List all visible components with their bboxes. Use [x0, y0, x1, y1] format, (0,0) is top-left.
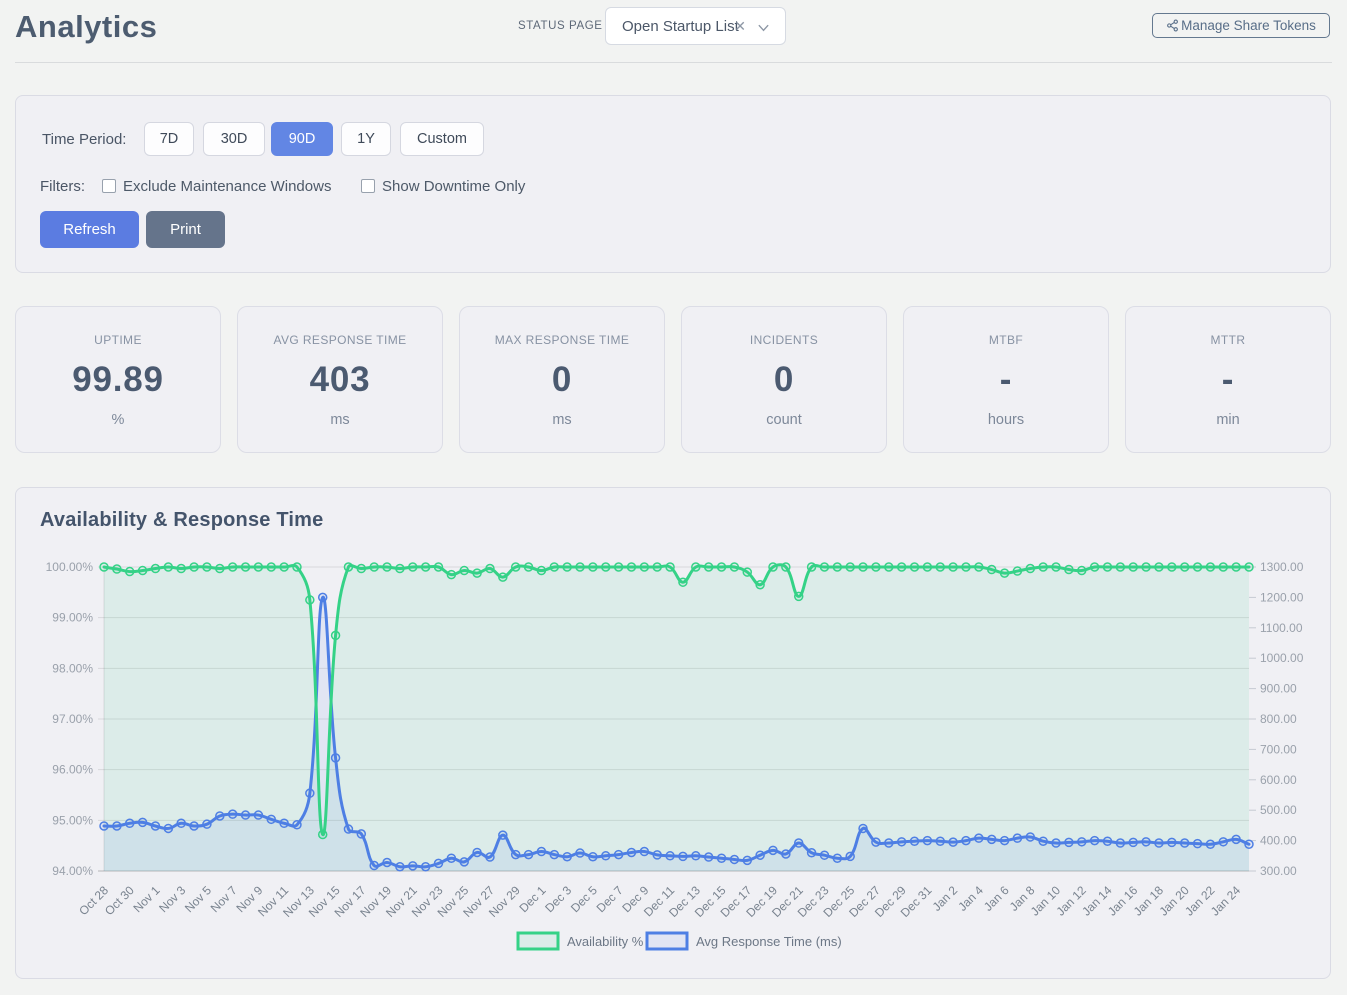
svg-text:Jan 2: Jan 2	[930, 883, 961, 914]
svg-text:95.00%: 95.00%	[52, 813, 93, 827]
svg-text:1200.00: 1200.00	[1260, 590, 1304, 604]
svg-text:99.00%: 99.00%	[52, 611, 93, 625]
svg-text:Dec 1: Dec 1	[516, 883, 548, 915]
svg-text:1000.00: 1000.00	[1260, 651, 1304, 665]
svg-text:97.00%: 97.00%	[52, 712, 93, 726]
svg-text:Dec 5: Dec 5	[568, 883, 600, 915]
svg-text:Nov 1: Nov 1	[131, 883, 163, 915]
svg-text:Avg Response Time (ms): Avg Response Time (ms)	[696, 934, 842, 949]
svg-text:Dec 7: Dec 7	[594, 883, 626, 915]
svg-text:96.00%: 96.00%	[52, 763, 93, 777]
svg-text:Nov 3: Nov 3	[156, 883, 188, 915]
svg-text:500.00: 500.00	[1260, 803, 1297, 817]
svg-text:Oct 30: Oct 30	[102, 883, 137, 918]
svg-text:900.00: 900.00	[1260, 682, 1297, 696]
svg-text:Jan 6: Jan 6	[981, 883, 1012, 914]
svg-text:Nov 7: Nov 7	[208, 883, 240, 915]
svg-text:800.00: 800.00	[1260, 712, 1297, 726]
svg-text:700.00: 700.00	[1260, 742, 1297, 756]
svg-text:Dec 3: Dec 3	[542, 883, 574, 915]
svg-text:100.00%: 100.00%	[46, 560, 94, 574]
svg-text:Jan 24: Jan 24	[1208, 883, 1244, 919]
svg-text:Jan 4: Jan 4	[955, 883, 986, 914]
svg-text:1300.00: 1300.00	[1260, 560, 1304, 574]
svg-text:Nov 5: Nov 5	[182, 883, 214, 915]
svg-text:300.00: 300.00	[1260, 864, 1297, 878]
svg-text:1100.00: 1100.00	[1260, 621, 1303, 635]
svg-text:600.00: 600.00	[1260, 773, 1297, 787]
svg-text:94.00%: 94.00%	[52, 864, 93, 878]
svg-text:400.00: 400.00	[1260, 834, 1297, 848]
svg-text:Availability %: Availability %	[567, 934, 644, 949]
svg-text:98.00%: 98.00%	[52, 661, 93, 675]
